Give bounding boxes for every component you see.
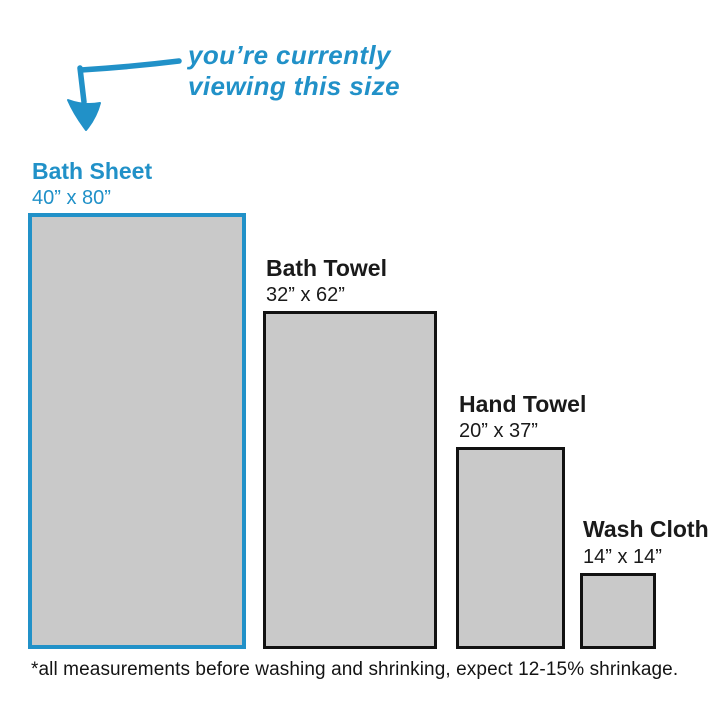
- towel-name-label: Wash Cloth: [583, 516, 709, 543]
- annotation-line-2: viewing this size: [188, 71, 400, 102]
- towel-size-label: 32” x 62”: [266, 284, 345, 307]
- towel-size-label: 20” x 37”: [459, 420, 538, 443]
- towel-label-group: Bath Towel 32” x 62”: [266, 255, 387, 314]
- towel-label-group: Wash Cloth 14” x 14”: [583, 516, 709, 575]
- towel-rect-wash-cloth: Wash Cloth 14” x 14”: [580, 516, 709, 649]
- towel-name-label: Bath Towel: [266, 254, 387, 281]
- towel-rect-bath-towel: Bath Towel 32” x 62”: [263, 255, 438, 649]
- measurement-footnote: *all measurements before washing and shr…: [31, 659, 679, 680]
- current-size-annotation: you’re currently viewing this size: [188, 40, 400, 102]
- towel-label-group: Bath Sheet 40” x 80”: [32, 158, 152, 217]
- towel-rect-hand-towel: Hand Towel 20” x 37”: [456, 391, 586, 649]
- towel-size-label: 14” x 14”: [583, 545, 662, 568]
- towel-label-group: Hand Towel 20” x 37”: [459, 391, 586, 450]
- towel-rect-bath-sheet: Bath Sheet 40” x 80”: [28, 158, 246, 649]
- towel-name-label: Bath Sheet: [32, 157, 153, 184]
- annotation-line-1: you’re currently: [188, 40, 391, 70]
- arrow-down-icon: [67, 58, 182, 131]
- towel-size-label: 40” x 80”: [32, 187, 111, 209]
- towel-name-label: Hand Towel: [459, 390, 587, 417]
